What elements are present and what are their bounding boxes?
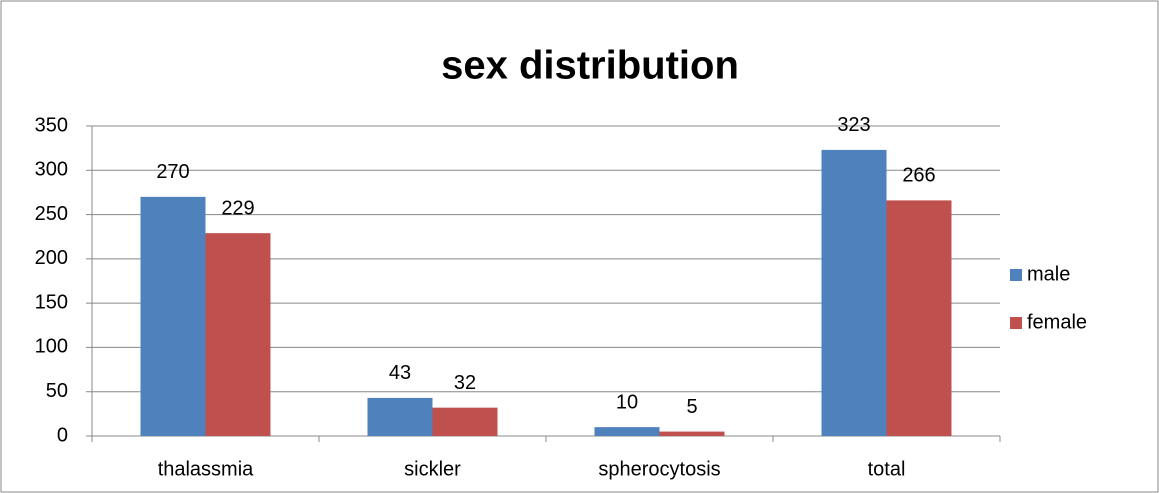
y-tick-label: 250 [35,203,68,225]
legend-label: female [1027,311,1087,333]
chart-title: sex distribution [441,44,739,88]
data-label: 270 [156,161,189,183]
y-tick-label: 350 [35,114,68,136]
y-tick-label: 150 [35,291,68,313]
x-tick-label: spherocytosis [598,458,720,480]
bar [659,431,725,436]
bar [594,427,660,436]
y-tick-label: 50 [46,380,68,402]
data-label: 43 [389,362,411,384]
bar [367,397,433,436]
legend-swatch [1010,317,1022,329]
x-tick-label: thalassmia [158,458,254,480]
bar [140,196,206,436]
y-tick-label: 300 [35,159,68,181]
y-tick-label: 100 [35,336,68,358]
y-tick-label: 0 [57,424,68,446]
data-label: 229 [221,197,254,219]
bar [886,200,952,436]
bar [821,149,887,436]
legend-label: male [1027,263,1070,285]
x-tick-label: total [868,458,906,480]
data-label: 10 [616,391,638,413]
x-tick-label: sickler [404,458,461,480]
data-label: 5 [686,396,697,418]
bar [205,233,271,436]
data-label: 32 [454,372,476,394]
y-tick-label: 200 [35,247,68,269]
data-label: 266 [902,165,935,187]
legend-swatch [1010,269,1022,281]
bar [432,407,498,436]
data-label: 323 [837,114,870,136]
